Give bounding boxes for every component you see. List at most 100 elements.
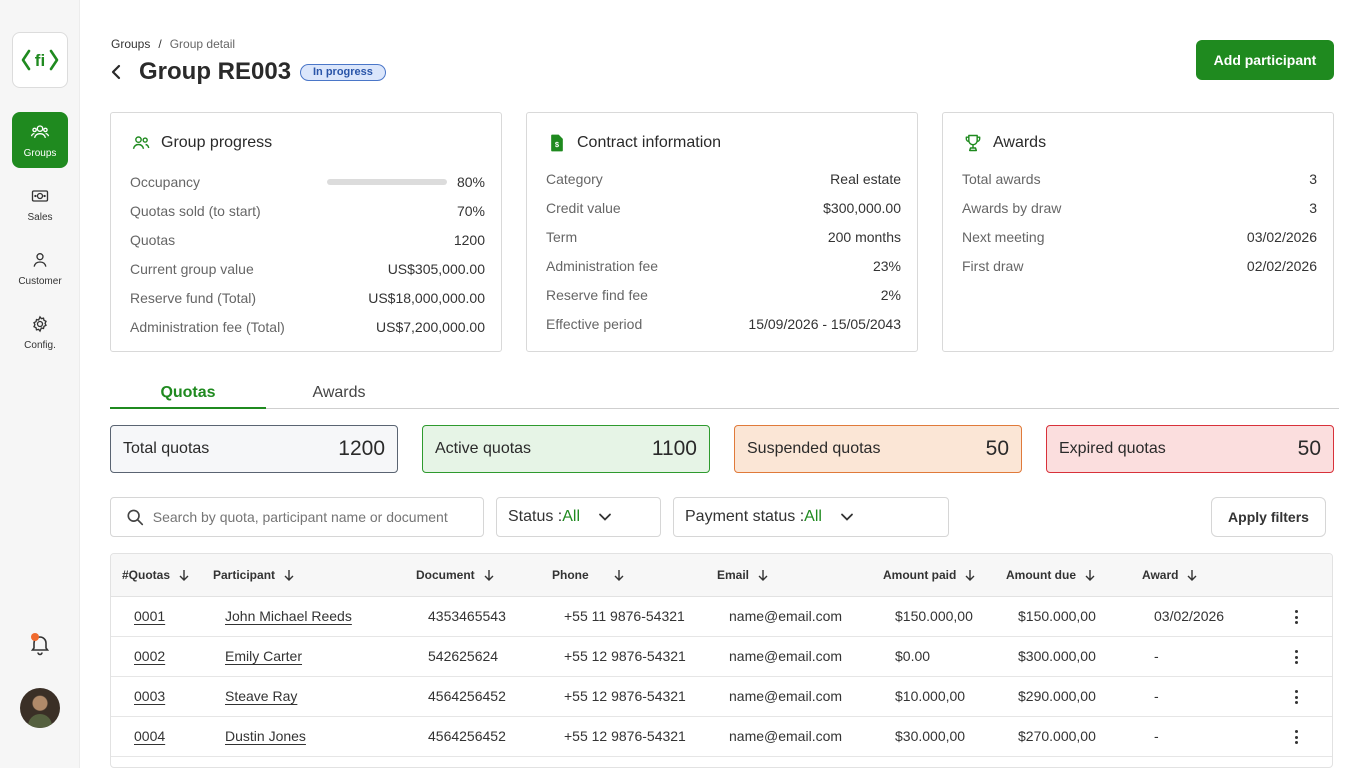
chevron-down-icon (841, 513, 853, 521)
more-options-icon[interactable] (1292, 648, 1300, 666)
info-row: Total awards 3 (962, 164, 1317, 193)
card-title: Contract information (577, 134, 722, 151)
info-row: Current group value US$305,000.00 (130, 254, 485, 283)
occupancy-progress-bar (326, 178, 447, 185)
row-value: US$7,200,000.00 (376, 318, 485, 335)
column-header-participant[interactable]: Participant (213, 568, 295, 582)
breadcrumb-groups[interactable]: Groups (111, 37, 151, 51)
fi-logo-icon: fi (21, 49, 59, 71)
row-label: Occupancy (130, 173, 201, 190)
filter-label: Payment status : (685, 508, 805, 525)
breadcrumb-separator: / (158, 37, 162, 51)
payment-status-filter-dropdown[interactable]: Payment status : All (673, 497, 949, 537)
info-row: Awards by draw 3 (962, 193, 1317, 222)
sort-arrow-down-icon (965, 570, 975, 581)
active-quotas-stat[interactable]: Active quotas 1100 (422, 425, 710, 473)
page-title: Group RE003 (139, 58, 292, 85)
quota-link[interactable]: 0002 (134, 648, 166, 664)
row-value: 15/09/2026 - 15/05/2043 (748, 315, 901, 332)
search-box[interactable] (110, 497, 484, 537)
status-filter-dropdown[interactable]: Status : All (496, 497, 661, 537)
table-row[interactable]: 0004 Dustin Jones 4564256452 +55 12 9876… (111, 717, 1332, 757)
suspended-quotas-stat[interactable]: Suspended quotas 50 (734, 425, 1022, 473)
search-input[interactable] (152, 509, 469, 525)
participant-link[interactable]: Dustin Jones (225, 728, 306, 744)
phone-cell: +55 11 9876-54321 (564, 608, 685, 624)
expired-quotas-stat[interactable]: Expired quotas 50 (1046, 425, 1334, 473)
amount-paid-cell: $150.000,00 (895, 608, 973, 624)
quota-link[interactable]: 0004 (134, 728, 166, 744)
phone-cell: +55 12 9876-54321 (564, 728, 686, 744)
filter-value: All (562, 508, 581, 525)
document-dollar-icon: $ (551, 134, 563, 152)
sort-arrow-down-icon (1187, 570, 1197, 581)
search-icon (127, 509, 144, 526)
breadcrumb-current: Group detail (169, 37, 236, 51)
avatar[interactable] (20, 688, 60, 728)
column-label: Document (416, 568, 475, 582)
row-label: Administration fee (546, 257, 659, 274)
sidebar: fi Groups Sales Customer Config. (0, 0, 80, 768)
row-label: First draw (962, 257, 1024, 274)
column-header-amount-due[interactable]: Amount due (1006, 568, 1096, 582)
column-label: Amount due (1006, 568, 1076, 582)
column-header-award[interactable]: Award (1142, 568, 1198, 582)
row-value: US$18,000,000.00 (368, 289, 485, 306)
row-label: Total awards (962, 170, 1041, 187)
more-options-icon[interactable] (1292, 688, 1300, 706)
app-logo[interactable]: fi (12, 32, 68, 88)
row-label: Credit value (546, 199, 621, 216)
info-row: Category Real estate (546, 164, 901, 193)
stat-label: Total quotas (123, 440, 210, 457)
info-row: Administration fee (Total) US$7,200,000.0… (130, 312, 485, 341)
column-header-document[interactable]: Document (416, 568, 495, 582)
info-row: First draw 02/02/2026 (962, 251, 1317, 280)
sidebar-item-customer[interactable]: Customer (12, 240, 68, 296)
info-row: Credit value $300,000.00 (546, 193, 901, 222)
more-options-icon[interactable] (1292, 608, 1300, 626)
trophy-icon (965, 134, 981, 152)
table-row[interactable]: 0001 John Michael Reeds 4353465543 +55 1… (111, 597, 1332, 637)
row-label: Effective period (546, 315, 643, 332)
more-options-icon[interactable] (1292, 728, 1300, 746)
bell-icon[interactable] (28, 632, 52, 656)
participant-link[interactable]: John Michael Reeds (225, 608, 352, 624)
column-header-amount-paid[interactable]: Amount paid (883, 568, 976, 582)
total-quotas-stat[interactable]: Total quotas 1200 (110, 425, 398, 473)
column-header-email[interactable]: Email (717, 568, 769, 582)
stat-value: 1200 (338, 437, 385, 460)
person-icon (33, 252, 47, 267)
row-label: Awards by draw (962, 199, 1062, 216)
row-value: 3 (1309, 170, 1317, 187)
stat-value: 50 (985, 437, 1009, 460)
quota-link[interactable]: 0003 (134, 688, 166, 704)
column-header-phone[interactable]: Phone (552, 568, 625, 582)
row-value: US$305,000.00 (387, 260, 485, 277)
row-label: Current group value (130, 260, 254, 277)
row-label: Quotas sold (to start) (130, 202, 261, 219)
amount-due-cell: $290.000,00 (1018, 688, 1096, 704)
apply-filters-button[interactable]: Apply filters (1211, 497, 1326, 537)
sidebar-item-config[interactable]: Config. (12, 304, 68, 360)
info-row: Term 200 months (546, 222, 901, 251)
phone-cell: +55 12 9876-54321 (564, 648, 686, 664)
add-participant-button[interactable]: Add participant (1196, 40, 1334, 80)
back-arrow-icon[interactable] (108, 62, 124, 82)
stat-label: Active quotas (435, 440, 532, 457)
row-label: Reserve fund (Total) (130, 289, 257, 306)
table-row[interactable]: 0002 Emily Carter 542625624 +55 12 9876-… (111, 637, 1332, 677)
table-row[interactable]: 0003 Steave Ray 4564256452 +55 12 9876-5… (111, 677, 1332, 717)
cash-icon (31, 189, 49, 202)
participant-link[interactable]: Steave Ray (225, 688, 298, 704)
sidebar-item-groups[interactable]: Groups (12, 112, 68, 168)
filter-label: Status : (508, 508, 563, 525)
quota-link[interactable]: 0001 (134, 608, 166, 624)
participant-link[interactable]: Emily Carter (225, 648, 303, 664)
breadcrumb: Groups / Group detail (111, 37, 235, 51)
column-header-quotas[interactable]: #Quotas (122, 568, 190, 582)
tab-quotas[interactable]: Quotas (110, 380, 266, 409)
quotas-table: #Quotas Participant Document Phone Email… (110, 553, 1333, 768)
awards-card: Awards Total awards 3 Awards by draw 3 Nex… (942, 112, 1334, 352)
tab-awards[interactable]: Awards (312, 384, 366, 401)
sidebar-item-sales[interactable]: Sales (12, 176, 68, 232)
